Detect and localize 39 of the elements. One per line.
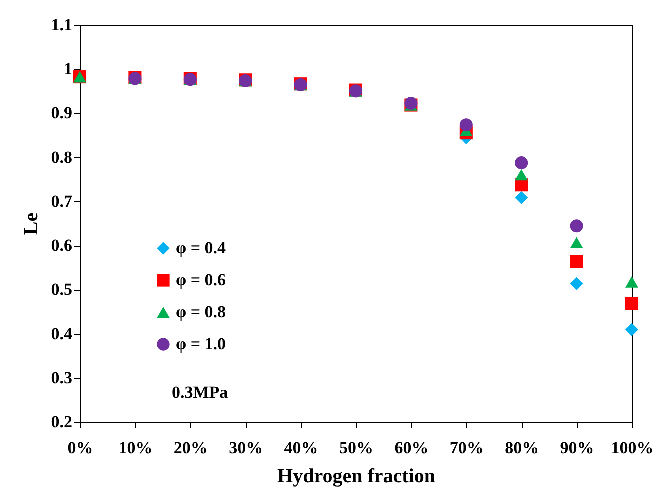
y-tick-label: 1 <box>64 60 72 79</box>
x-tick-label: 50% <box>340 438 374 458</box>
y-tick-label: 0.2 <box>51 412 72 432</box>
point <box>515 156 528 170</box>
legend-label: φ = 0.8 <box>176 302 226 322</box>
y-tick-label: 0.7 <box>51 192 73 211</box>
x-axis-title: Hydrogen fraction <box>278 466 436 488</box>
point <box>460 118 473 132</box>
y-tick-label: 0.5 <box>51 280 72 300</box>
point <box>515 191 528 204</box>
x-tick-label: 30% <box>229 438 264 458</box>
x-tick-label: 70% <box>450 438 484 458</box>
point <box>570 220 584 233</box>
y-tick-label: 0.9 <box>51 104 72 123</box>
point <box>570 255 584 268</box>
point <box>625 276 639 288</box>
legend-label: φ = 0.4 <box>176 238 227 258</box>
x-tick-label: 100% <box>611 438 654 458</box>
legend-label: φ = 0.6 <box>176 270 226 290</box>
annotation: 0.3MPa <box>172 383 229 402</box>
y-tick-label: 0.3 <box>51 368 72 388</box>
x-tick-label: 10% <box>118 438 153 458</box>
x-tick-label: 90% <box>560 438 594 458</box>
x-tick-label: 0% <box>68 438 94 458</box>
y-tick-label: 0.4 <box>51 324 73 344</box>
x-tick-label: 60% <box>394 438 429 458</box>
y-tick-label: 1.1 <box>51 16 72 34</box>
x-tick-label: 20% <box>174 438 208 458</box>
y-axis-title: Le <box>20 212 42 236</box>
point <box>515 169 528 181</box>
point <box>625 323 639 336</box>
y-tick-label: 0.8 <box>51 148 72 167</box>
legend-label: φ = 1.0 <box>176 334 226 354</box>
point <box>625 297 639 310</box>
point <box>570 277 584 290</box>
x-tick-label: 40% <box>284 438 318 458</box>
x-tick-label: 80% <box>505 438 540 458</box>
y-tick-label: 0.6 <box>51 236 72 256</box>
point <box>570 237 584 249</box>
